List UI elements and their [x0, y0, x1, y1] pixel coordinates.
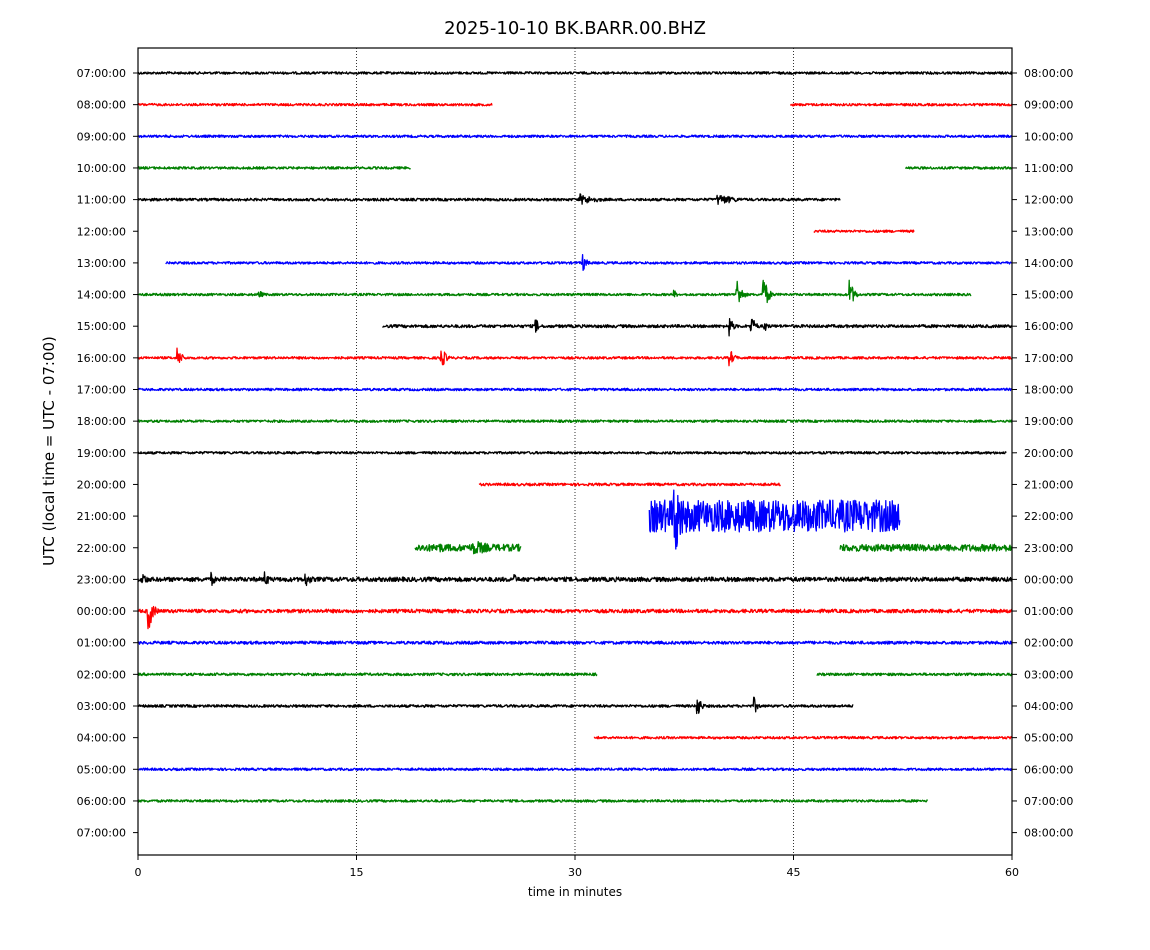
traces	[137, 71, 1013, 803]
seismic-trace	[137, 279, 972, 304]
y-tick-label-left: 14:00:00	[77, 289, 126, 302]
y-tick-label-right: 15:00:00	[1024, 289, 1073, 302]
axes: 0 15 30 45 60 07:00:00 08:00:00 09:00:00 10:00:0…	[77, 67, 1074, 879]
plot-frame	[137, 47, 1013, 856]
y-tick-label-right: 21:00:00	[1024, 478, 1073, 491]
y-tick-label-left: 05:00:00	[77, 763, 126, 776]
seismic-trace	[813, 229, 915, 234]
x-tick-label: 60	[1005, 866, 1019, 879]
y-tick-label-right: 01:00:00	[1024, 605, 1073, 618]
y-tick-label-left: 04:00:00	[77, 732, 126, 745]
y-axis-label: UTC (local time = UTC - 07:00)	[40, 336, 58, 566]
seismic-trace	[137, 672, 598, 677]
x-tick-label: 15	[350, 866, 364, 879]
x-axis-label: time in minutes	[528, 885, 622, 899]
seismic-trace	[816, 672, 1013, 677]
y-tick-label-left: 12:00:00	[77, 225, 126, 238]
y-tick-label-left: 10:00:00	[77, 162, 126, 175]
y-tick-label-left: 17:00:00	[77, 384, 126, 397]
chart-title: 2025-10-10 BK.BARR.00.BHZ	[444, 18, 706, 39]
y-tick-label-right: 02:00:00	[1024, 637, 1073, 650]
seismic-trace	[382, 318, 1013, 337]
seismic-trace	[905, 166, 1013, 170]
seismic-trace	[137, 450, 1007, 455]
x-tick-label: 30	[568, 866, 582, 879]
y-tick-label-right: 06:00:00	[1024, 763, 1073, 776]
y-tick-label-right: 22:00:00	[1024, 510, 1073, 523]
y-tick-label-right: 23:00:00	[1024, 542, 1073, 555]
y-tick-label-left: 03:00:00	[77, 700, 126, 713]
seismic-trace	[414, 540, 522, 555]
y-tick-label-right: 13:00:00	[1024, 225, 1073, 238]
y-tick-label-right: 00:00:00	[1024, 573, 1073, 586]
y-tick-label-left: 07:00:00	[77, 67, 126, 80]
seismic-trace	[648, 489, 901, 550]
y-tick-label-right: 12:00:00	[1024, 194, 1073, 207]
seismic-trace	[790, 102, 1013, 107]
y-tick-label-left: 16:00:00	[77, 352, 126, 365]
y-tick-label-right: 03:00:00	[1024, 668, 1073, 681]
y-tick-label-right: 17:00:00	[1024, 352, 1073, 365]
seismic-trace	[137, 767, 1013, 772]
x-tick-label: 0	[135, 866, 142, 879]
seismic-trace	[137, 640, 1013, 645]
y-tick-label-left: 06:00:00	[77, 795, 126, 808]
y-tick-label-left: 00:00:00	[77, 605, 126, 618]
seismic-trace	[137, 71, 1013, 75]
y-tick-label-right: 10:00:00	[1024, 130, 1073, 143]
y-tick-label-left: 22:00:00	[77, 542, 126, 555]
seismic-trace	[137, 166, 411, 170]
y-tick-label-right: 19:00:00	[1024, 415, 1073, 428]
y-tick-label-right: 16:00:00	[1024, 320, 1073, 333]
y-tick-label-left: 13:00:00	[77, 257, 126, 270]
y-tick-label-left: 11:00:00	[77, 194, 126, 207]
y-tick-label-right: 07:00:00	[1024, 795, 1073, 808]
y-tick-label-right: 11:00:00	[1024, 162, 1073, 175]
y-tick-label-left: 15:00:00	[77, 320, 126, 333]
seismic-trace	[137, 134, 1013, 139]
seismic-trace	[137, 193, 841, 205]
y-tick-label-left: 02:00:00	[77, 668, 126, 681]
y-tick-label-right: 14:00:00	[1024, 257, 1073, 270]
seismic-trace	[137, 696, 854, 715]
y-tick-label-right: 08:00:00	[1024, 827, 1073, 840]
y-tick-label-right: 05:00:00	[1024, 732, 1073, 745]
y-tick-label-left: 21:00:00	[77, 510, 126, 523]
seismic-trace	[137, 347, 1013, 367]
seismic-trace	[137, 419, 1013, 423]
seismic-trace	[137, 571, 1013, 587]
seismic-trace	[839, 543, 1013, 552]
y-tick-label-left: 07:00:00	[77, 827, 126, 840]
y-tick-label-right: 18:00:00	[1024, 384, 1073, 397]
y-tick-label-right: 08:00:00	[1024, 67, 1073, 80]
seismic-trace	[137, 102, 493, 107]
y-tick-label-right: 04:00:00	[1024, 700, 1073, 713]
x-tick-label: 45	[787, 866, 801, 879]
y-tick-label-left: 19:00:00	[77, 447, 126, 460]
y-tick-label-right: 09:00:00	[1024, 99, 1073, 112]
y-tick-label-left: 08:00:00	[77, 99, 126, 112]
y-tick-label-left: 09:00:00	[77, 130, 126, 143]
seismic-trace	[478, 482, 781, 487]
y-tick-label-right: 20:00:00	[1024, 447, 1073, 460]
seismic-trace	[137, 605, 1013, 630]
y-tick-label-left: 23:00:00	[77, 573, 126, 586]
seismic-trace	[137, 387, 1013, 392]
seismic-trace	[137, 799, 929, 803]
y-tick-label-left: 20:00:00	[77, 478, 126, 491]
seismic-trace	[165, 254, 1013, 272]
seismic-trace	[593, 735, 1013, 740]
y-tick-label-left: 18:00:00	[77, 415, 126, 428]
gridlines	[356, 48, 794, 855]
y-tick-label-left: 01:00:00	[77, 637, 126, 650]
